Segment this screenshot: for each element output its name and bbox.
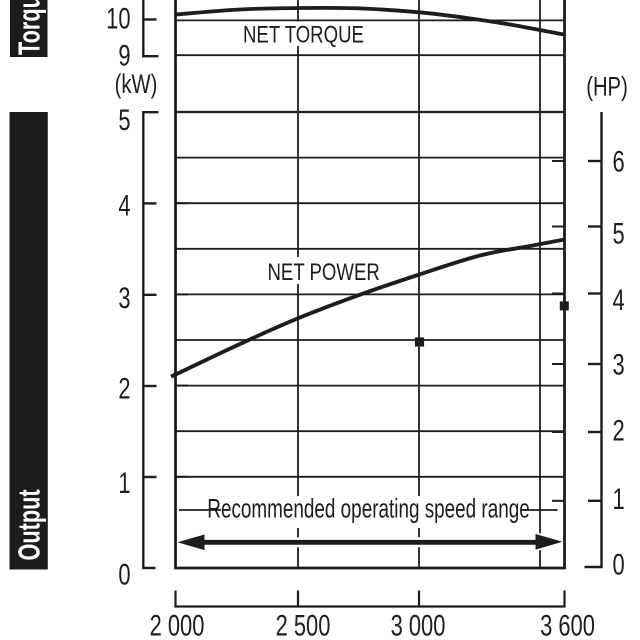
svg-text:3: 3: [613, 347, 625, 381]
svg-text:9: 9: [118, 38, 130, 72]
svg-text:2 000: 2 000: [150, 608, 205, 640]
svg-text:3 000: 3 000: [391, 608, 446, 640]
svg-text:2: 2: [613, 413, 625, 447]
svg-text:0: 0: [613, 547, 625, 581]
svg-text:NET TORQUE: NET TORQUE: [243, 21, 364, 48]
svg-text:3: 3: [118, 280, 130, 314]
svg-text:Recommended operating speed ra: Recommended operating speed range: [207, 493, 529, 523]
svg-text:Torque: Torque: [11, 0, 46, 55]
svg-text:10: 10: [106, 1, 130, 35]
svg-text:4: 4: [613, 282, 625, 316]
svg-text:3 600: 3 600: [540, 608, 595, 640]
svg-text:NET POWER: NET POWER: [268, 259, 380, 286]
svg-text:2 500: 2 500: [276, 608, 331, 640]
svg-text:2: 2: [118, 371, 130, 405]
svg-text:4: 4: [118, 188, 130, 222]
svg-text:Output: Output: [12, 489, 47, 560]
svg-text:(HP): (HP): [586, 72, 628, 103]
svg-text:5: 5: [118, 103, 130, 137]
svg-text:0: 0: [118, 557, 130, 591]
svg-text:1: 1: [613, 482, 625, 516]
svg-text:5: 5: [613, 216, 625, 250]
svg-text:(kW): (kW): [115, 69, 158, 100]
svg-text:1: 1: [118, 465, 130, 499]
svg-text:6: 6: [613, 144, 625, 178]
